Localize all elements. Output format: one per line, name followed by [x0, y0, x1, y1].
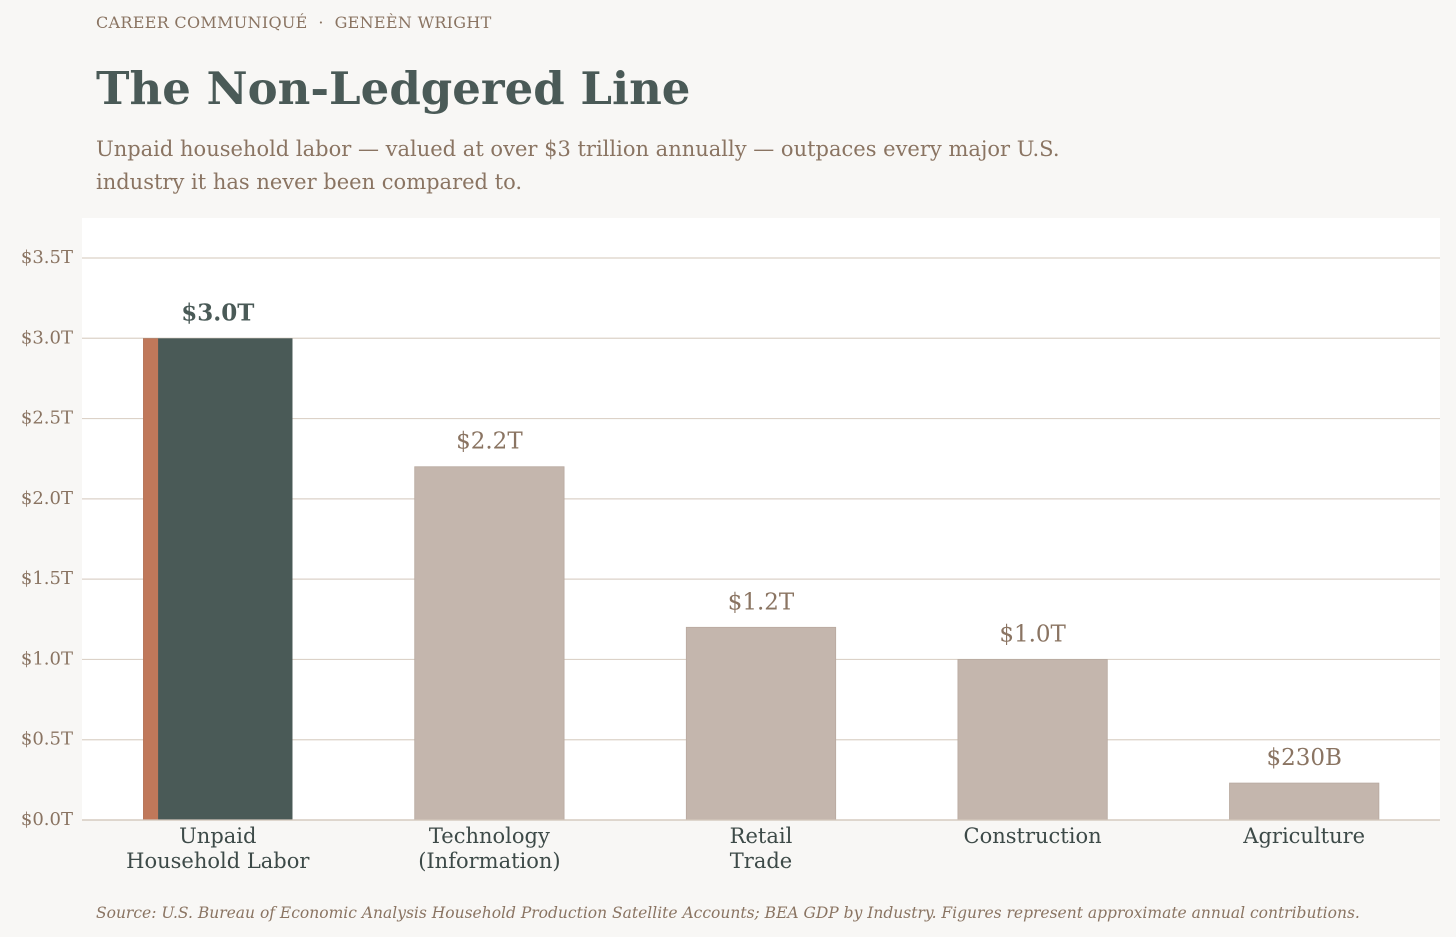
bar-accent: [143, 338, 159, 820]
y-tick-label: $1.5T: [21, 568, 73, 589]
kicker: CAREER COMMUNIQUÉ · GENEÈN WRIGHT: [96, 13, 492, 32]
source-note: Source: U.S. Bureau of Economic Analysis…: [96, 904, 1360, 922]
y-tick-label: $3.0T: [21, 327, 73, 348]
y-tick-label: $1.0T: [21, 648, 73, 669]
bar: [957, 659, 1108, 821]
chart-subtitle: Unpaid household labor — valued at over …: [96, 137, 1060, 194]
x-tick-label-line: Agriculture: [1242, 824, 1365, 848]
x-tick-label-line: Construction: [964, 824, 1102, 848]
value-label: $3.0T: [181, 299, 254, 326]
x-tick-label: Technology (Information): [418, 824, 560, 873]
value-label: $1.2T: [728, 589, 795, 615]
value-label: $2.2T: [456, 429, 523, 455]
y-tick-label: $3.5T: [21, 247, 73, 268]
y-tick-label: $0.0T: [21, 809, 73, 830]
x-tick-label-line: Household Labor: [126, 849, 310, 873]
y-tick-label: $2.5T: [21, 408, 73, 429]
x-tick-label: Construction: [964, 824, 1102, 848]
x-tick-label-line: Trade: [730, 849, 792, 873]
value-label: $1.0T: [999, 621, 1066, 647]
bar: [1229, 782, 1380, 821]
bar: [414, 466, 565, 821]
chart-title: The Non-Ledgered Line: [96, 62, 691, 115]
x-tick-label: Unpaid Household Labor: [126, 824, 310, 873]
x-tick-label: Agriculture: [1242, 824, 1365, 848]
x-tick-label-line: Technology: [429, 824, 550, 848]
value-label: $230B: [1266, 745, 1341, 771]
x-tick-label-line: Retail: [730, 824, 793, 848]
y-tick-label: $2.0T: [21, 488, 73, 509]
x-tick-label: Retail Trade: [730, 824, 793, 873]
bar: [143, 338, 293, 820]
x-tick-label-line: (Information): [418, 849, 560, 873]
bar: [685, 626, 837, 821]
x-tick-label-line: Unpaid: [179, 824, 256, 848]
y-tick-label: $0.5T: [21, 729, 73, 750]
